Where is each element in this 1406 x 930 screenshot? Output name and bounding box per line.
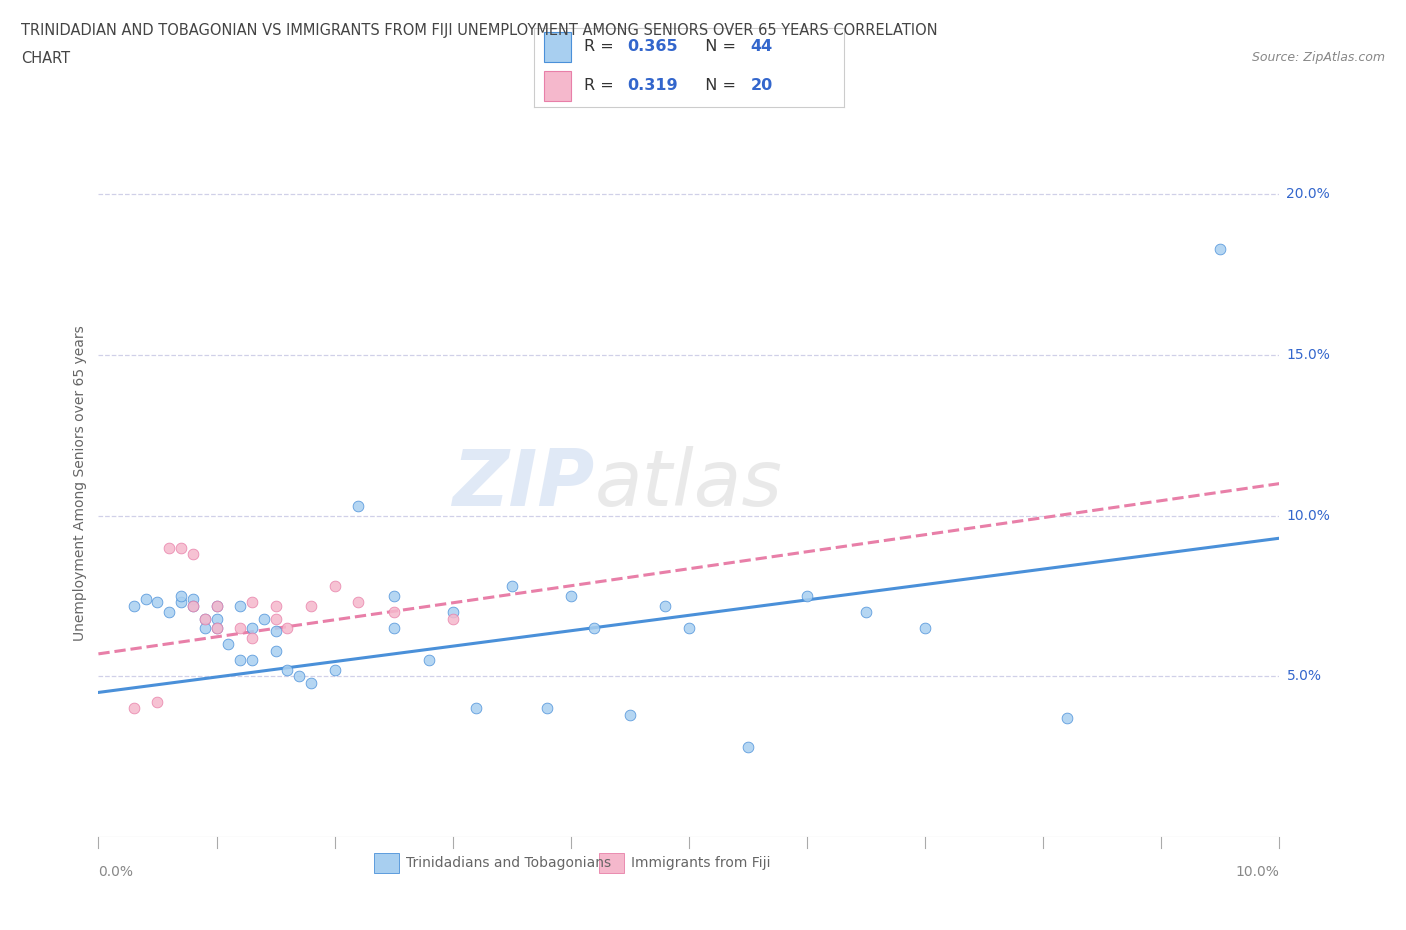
Point xyxy=(122,598,145,613)
Point xyxy=(737,739,759,754)
Point xyxy=(1056,711,1078,725)
Text: Immigrants from Fiji: Immigrants from Fiji xyxy=(631,856,770,870)
Point xyxy=(170,595,193,610)
Point xyxy=(299,598,322,613)
Point xyxy=(276,662,298,677)
Point xyxy=(229,653,252,668)
Point xyxy=(229,620,252,635)
Point xyxy=(560,589,582,604)
Point xyxy=(347,595,370,610)
Point xyxy=(382,604,405,619)
Text: 0.319: 0.319 xyxy=(627,78,678,93)
Point xyxy=(1209,242,1232,257)
Text: Trinidadians and Tobagonians: Trinidadians and Tobagonians xyxy=(406,856,612,870)
Point xyxy=(264,644,287,658)
Point xyxy=(253,611,276,626)
Text: 0.0%: 0.0% xyxy=(98,865,134,879)
Point xyxy=(146,595,169,610)
Point xyxy=(181,547,204,562)
Text: 44: 44 xyxy=(751,39,773,54)
Point xyxy=(536,701,558,716)
Point xyxy=(181,598,204,613)
Point xyxy=(299,675,322,690)
Point xyxy=(240,620,263,635)
Y-axis label: Unemployment Among Seniors over 65 years: Unemployment Among Seniors over 65 years xyxy=(73,326,87,642)
Point xyxy=(157,540,180,555)
Point xyxy=(347,498,370,513)
Point xyxy=(170,540,193,555)
Text: 10.0%: 10.0% xyxy=(1236,865,1279,879)
Point xyxy=(229,598,252,613)
Point xyxy=(264,611,287,626)
Point xyxy=(205,598,228,613)
Point xyxy=(855,604,877,619)
Text: R =: R = xyxy=(583,78,619,93)
Point xyxy=(465,701,488,716)
Point xyxy=(194,611,217,626)
Point xyxy=(170,589,193,604)
Point xyxy=(264,624,287,639)
Text: 5.0%: 5.0% xyxy=(1286,670,1322,684)
Text: 20.0%: 20.0% xyxy=(1286,188,1330,202)
Point xyxy=(418,653,440,668)
Point xyxy=(181,591,204,606)
Text: N =: N = xyxy=(695,39,741,54)
Point xyxy=(796,589,818,604)
Point xyxy=(205,611,228,626)
Point xyxy=(619,708,641,723)
Point xyxy=(323,579,346,594)
Text: CHART: CHART xyxy=(21,51,70,66)
Text: 20: 20 xyxy=(751,78,773,93)
Point xyxy=(276,620,298,635)
Point xyxy=(323,662,346,677)
Point xyxy=(240,595,263,610)
Text: Source: ZipAtlas.com: Source: ZipAtlas.com xyxy=(1251,51,1385,64)
Text: 0.365: 0.365 xyxy=(627,39,678,54)
Point xyxy=(441,611,464,626)
Point xyxy=(583,620,606,635)
Point xyxy=(205,620,228,635)
Point xyxy=(678,620,700,635)
Point xyxy=(382,589,405,604)
Text: TRINIDADIAN AND TOBAGONIAN VS IMMIGRANTS FROM FIJI UNEMPLOYMENT AMONG SENIORS OV: TRINIDADIAN AND TOBAGONIAN VS IMMIGRANTS… xyxy=(21,23,938,38)
Text: 10.0%: 10.0% xyxy=(1286,509,1330,523)
Point xyxy=(240,631,263,645)
Point xyxy=(288,669,311,684)
Text: N =: N = xyxy=(695,78,741,93)
Point xyxy=(441,604,464,619)
Point xyxy=(914,620,936,635)
Point xyxy=(122,701,145,716)
Point xyxy=(181,598,204,613)
Point xyxy=(205,598,228,613)
Point xyxy=(205,620,228,635)
Point xyxy=(240,653,263,668)
Point xyxy=(135,591,157,606)
Point xyxy=(654,598,676,613)
Point xyxy=(382,620,405,635)
FancyBboxPatch shape xyxy=(544,32,571,62)
Text: ZIP: ZIP xyxy=(453,445,595,522)
Point xyxy=(501,579,523,594)
Text: R =: R = xyxy=(583,39,619,54)
Point xyxy=(146,695,169,710)
Text: 15.0%: 15.0% xyxy=(1286,348,1330,362)
Text: atlas: atlas xyxy=(595,445,782,522)
Point xyxy=(157,604,180,619)
Point xyxy=(217,637,239,652)
Point xyxy=(264,598,287,613)
FancyBboxPatch shape xyxy=(544,71,571,100)
Point xyxy=(194,620,217,635)
Point xyxy=(194,611,217,626)
